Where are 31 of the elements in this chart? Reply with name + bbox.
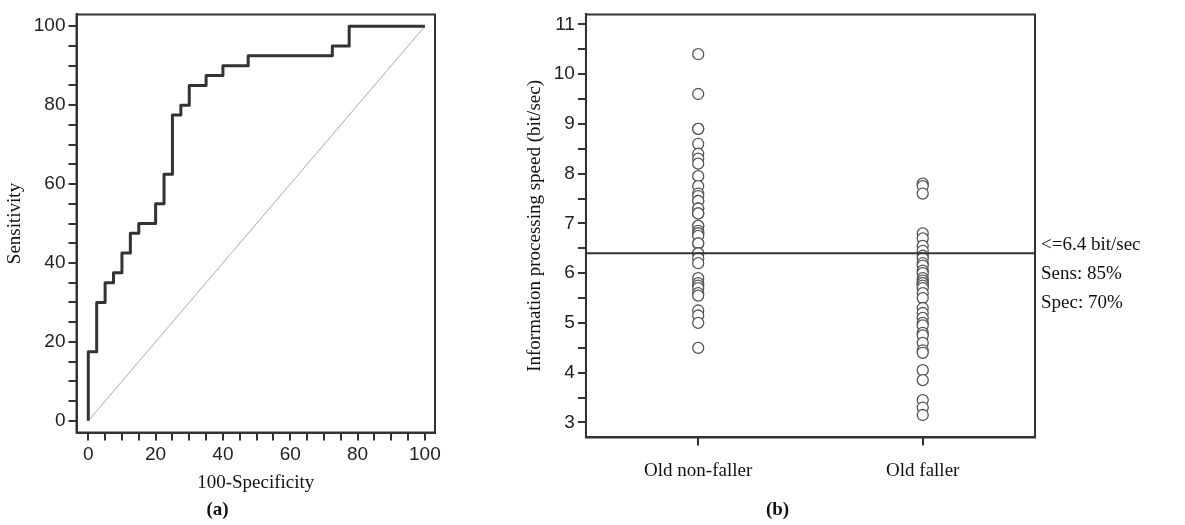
y-tick-label: 80 <box>44 93 66 115</box>
y-tick-label: 100 <box>33 14 66 36</box>
x-tick-label: Old non-faller <box>644 458 753 480</box>
y-tick-label: 4 <box>564 360 576 382</box>
y-tick-label: 10 <box>553 62 575 84</box>
text: (b) <box>765 497 790 520</box>
y-tick-label: 20 <box>44 330 66 352</box>
y-axis-title: Sensitivity <box>3 182 25 265</box>
y-tick-label: 40 <box>44 251 66 273</box>
y-tick-label: 60 <box>44 172 66 194</box>
y-tick-label: 3 <box>564 410 575 432</box>
x-tick-label: 100 <box>409 443 441 465</box>
y-tick-label: 9 <box>564 112 575 134</box>
y-tick-label: 6 <box>564 261 575 283</box>
text: Spec: 70% <box>1041 291 1123 313</box>
y-axis-title: Information processing speed (bit/sec) <box>523 80 546 372</box>
y-tick-label: 0 <box>54 409 66 430</box>
text: (a) <box>206 497 229 520</box>
x-tick-label: 0 <box>82 443 94 465</box>
y-tick-label: 8 <box>564 161 575 183</box>
y-tick-label: 7 <box>564 211 575 233</box>
x-tick-label: 40 <box>212 443 234 465</box>
y-tick-label: 5 <box>564 311 575 333</box>
x-axis-title: 100-Specificity <box>197 470 315 492</box>
ref-line-label: <=6.4 bit/sec <box>1041 233 1141 255</box>
x-tick-label: Old faller <box>886 458 961 480</box>
x-tick-label: 60 <box>279 443 301 465</box>
x-tick-label: 20 <box>145 443 167 465</box>
y-tick-label: 11 <box>555 12 575 34</box>
text: Sens: 85% <box>1041 262 1122 284</box>
x-tick-label: 80 <box>347 443 369 465</box>
